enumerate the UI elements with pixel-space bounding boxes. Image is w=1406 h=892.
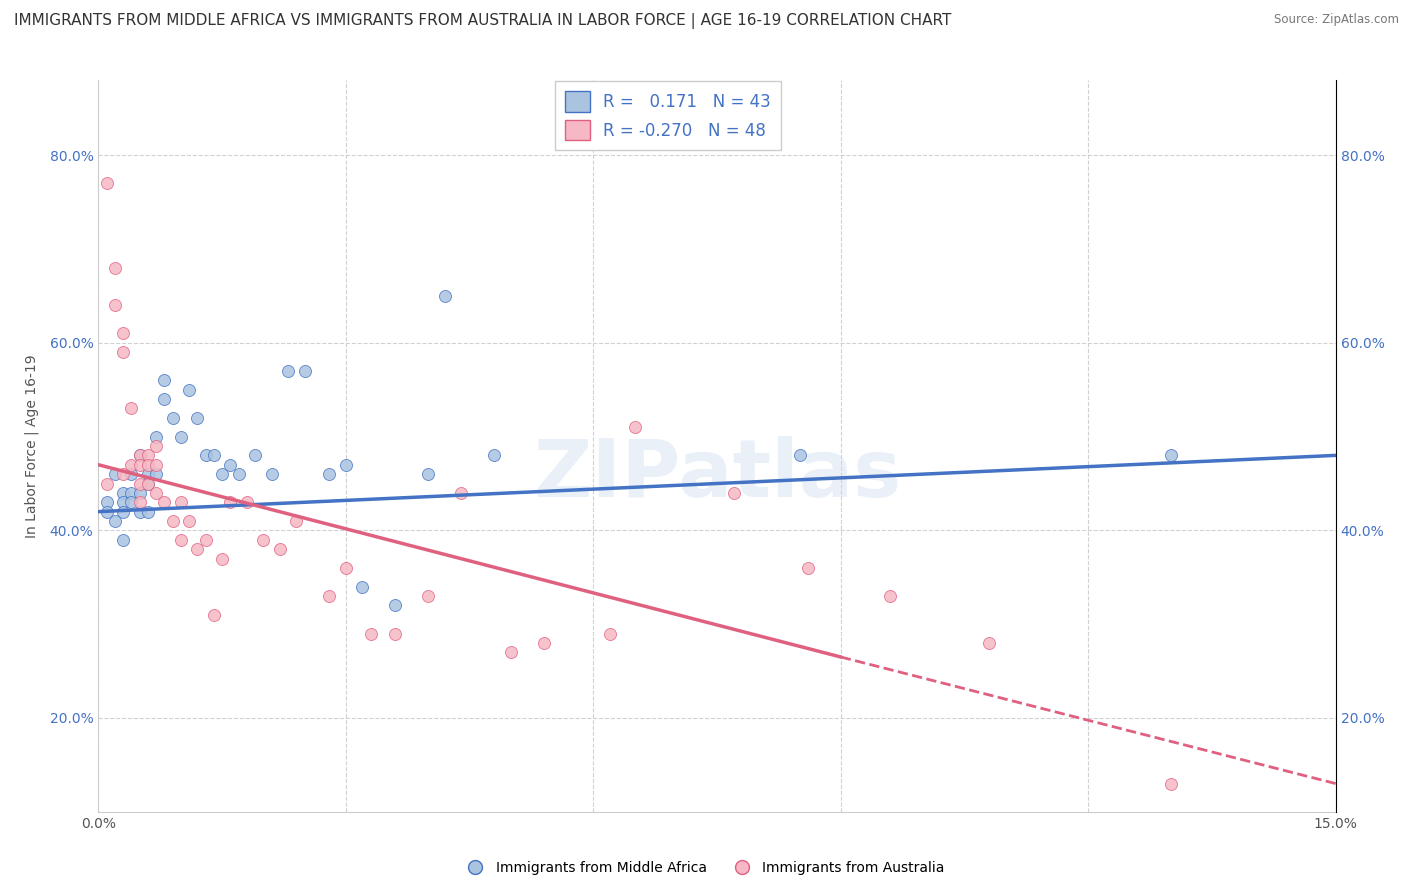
- Legend: R =   0.171   N = 43, R = -0.270   N = 48: R = 0.171 N = 43, R = -0.270 N = 48: [554, 81, 780, 150]
- Point: [211, 551, 233, 566]
- Point: [499, 645, 522, 659]
- Point: [236, 495, 259, 509]
- Point: [96, 505, 118, 519]
- Point: [153, 373, 176, 387]
- Point: [128, 458, 150, 472]
- Point: [128, 449, 150, 463]
- Point: [228, 467, 250, 482]
- Point: [433, 289, 456, 303]
- Point: [112, 345, 135, 359]
- Point: [484, 449, 506, 463]
- Point: [145, 458, 167, 472]
- Point: [120, 458, 142, 472]
- Point: [112, 326, 135, 341]
- Point: [145, 429, 167, 443]
- Point: [162, 410, 184, 425]
- Point: [128, 505, 150, 519]
- Point: [153, 392, 176, 406]
- Point: [194, 449, 217, 463]
- Point: [104, 260, 127, 275]
- Point: [723, 486, 745, 500]
- Point: [384, 626, 406, 640]
- Point: [112, 486, 135, 500]
- Point: [335, 561, 357, 575]
- Point: [623, 420, 645, 434]
- Point: [120, 486, 142, 500]
- Point: [170, 429, 193, 443]
- Point: [179, 383, 201, 397]
- Point: [104, 298, 127, 312]
- Point: [145, 439, 167, 453]
- Point: [384, 599, 406, 613]
- Point: [243, 449, 266, 463]
- Point: [179, 514, 201, 528]
- Point: [418, 467, 440, 482]
- Point: [162, 514, 184, 528]
- Point: [145, 486, 167, 500]
- Point: [335, 458, 357, 472]
- Point: [153, 495, 176, 509]
- Point: [450, 486, 472, 500]
- Point: [277, 364, 299, 378]
- Point: [219, 495, 242, 509]
- Point: [96, 177, 118, 191]
- Point: [170, 495, 193, 509]
- Point: [120, 467, 142, 482]
- Point: [789, 449, 811, 463]
- Point: [318, 467, 340, 482]
- Point: [136, 467, 159, 482]
- Point: [979, 636, 1001, 650]
- Point: [194, 533, 217, 547]
- Point: [136, 476, 159, 491]
- Point: [104, 514, 127, 528]
- Point: [136, 476, 159, 491]
- Point: [170, 533, 193, 547]
- Point: [112, 533, 135, 547]
- Point: [1160, 449, 1182, 463]
- Point: [318, 589, 340, 603]
- Point: [202, 449, 225, 463]
- Point: [136, 458, 159, 472]
- Point: [1160, 776, 1182, 790]
- Point: [120, 495, 142, 509]
- Point: [294, 364, 316, 378]
- Point: [128, 486, 150, 500]
- Point: [202, 607, 225, 622]
- Point: [128, 495, 150, 509]
- Point: [96, 495, 118, 509]
- Point: [219, 458, 242, 472]
- Point: [797, 561, 820, 575]
- Legend: Immigrants from Middle Africa, Immigrants from Australia: Immigrants from Middle Africa, Immigrant…: [456, 855, 950, 880]
- Point: [879, 589, 901, 603]
- Point: [252, 533, 274, 547]
- Point: [112, 495, 135, 509]
- Point: [360, 626, 382, 640]
- Point: [269, 542, 291, 557]
- Point: [285, 514, 308, 528]
- Text: IMMIGRANTS FROM MIDDLE AFRICA VS IMMIGRANTS FROM AUSTRALIA IN LABOR FORCE | AGE : IMMIGRANTS FROM MIDDLE AFRICA VS IMMIGRA…: [14, 13, 952, 29]
- Point: [112, 467, 135, 482]
- Point: [128, 476, 150, 491]
- Point: [211, 467, 233, 482]
- Y-axis label: In Labor Force | Age 16-19: In Labor Force | Age 16-19: [24, 354, 38, 538]
- Point: [96, 476, 118, 491]
- Point: [136, 449, 159, 463]
- Point: [418, 589, 440, 603]
- Point: [599, 626, 621, 640]
- Point: [186, 410, 208, 425]
- Point: [112, 505, 135, 519]
- Point: [120, 401, 142, 416]
- Point: [352, 580, 374, 594]
- Point: [136, 505, 159, 519]
- Point: [128, 449, 150, 463]
- Point: [186, 542, 208, 557]
- Text: ZIPatlas: ZIPatlas: [533, 436, 901, 515]
- Point: [533, 636, 555, 650]
- Point: [145, 467, 167, 482]
- Point: [260, 467, 283, 482]
- Point: [104, 467, 127, 482]
- Text: Source: ZipAtlas.com: Source: ZipAtlas.com: [1274, 13, 1399, 27]
